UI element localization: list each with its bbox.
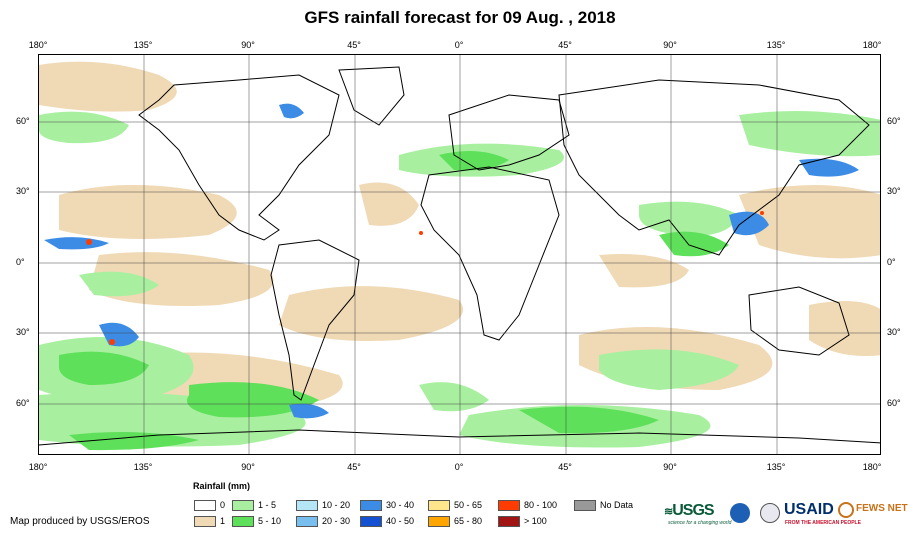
legend-swatch-12 [574, 500, 596, 511]
legend-swatch-6 [360, 500, 382, 511]
usgs-wave-icon: ≋ [664, 506, 673, 518]
usgs-logo: ≋USGS [664, 502, 715, 519]
lon-label-top: 135° [133, 40, 153, 50]
lon-label-bottom: 180° [862, 462, 882, 472]
map-canvas [39, 55, 880, 454]
lon-label-bottom: 0° [454, 462, 464, 472]
legend-label: 40 - 50 [386, 516, 415, 526]
lat-label-left: 30° [16, 327, 30, 337]
usaid-seal-icon [760, 503, 780, 523]
legend-label: 1 [220, 516, 226, 526]
lon-label-bottom: 180° [28, 462, 48, 472]
legend-label: No Data [600, 500, 634, 510]
lon-label-top: 45° [347, 40, 361, 50]
moderate-rain-areas [59, 151, 729, 451]
lon-label-top: 90° [241, 40, 255, 50]
fewsnet-globe-icon [838, 502, 854, 518]
lon-label-top: 90° [663, 40, 677, 50]
legend-label: > 100 [524, 516, 547, 526]
legend-label: 80 - 100 [524, 500, 558, 510]
lon-label-bottom: 135° [133, 462, 153, 472]
lon-label-bottom: 45° [558, 462, 572, 472]
lon-label-bottom: 135° [766, 462, 786, 472]
map-title: GFS rainfall forecast for 09 Aug. , 2018 [304, 8, 616, 27]
lon-label-top: 180° [28, 40, 48, 50]
legend-label: 5 - 10 [258, 516, 282, 526]
legend-swatch-9 [428, 516, 450, 527]
extreme-rain-areas [86, 211, 764, 345]
legend-label: 30 - 40 [386, 500, 415, 510]
lat-label-right: 60° [887, 116, 901, 126]
legend-swatch-10 [498, 500, 520, 511]
lon-label-bottom: 45° [347, 462, 361, 472]
legend-label: 50 - 65 [454, 500, 483, 510]
lat-label-left: 60° [16, 398, 30, 408]
lat-label-left: 0° [16, 257, 25, 267]
lon-label-bottom: 90° [241, 462, 255, 472]
legend-swatch-4 [296, 500, 318, 511]
legend-swatch-11 [498, 516, 520, 527]
lat-label-right: 30° [887, 327, 901, 337]
usaid-tagline: FROM THE AMERICAN PEOPLE [785, 520, 861, 526]
lat-label-left: 60° [16, 116, 30, 126]
heavy-rain-areas [44, 103, 859, 419]
legend-swatch-2 [232, 500, 254, 511]
lon-label-bottom: 90° [663, 462, 677, 472]
lon-label-top: 0° [454, 40, 464, 50]
legend-label: 0 [220, 500, 226, 510]
lat-label-left: 30° [16, 186, 30, 196]
credit-text: Map produced by USGS/EROS [10, 516, 150, 527]
legend-swatch-7 [360, 516, 382, 527]
lat-label-right: 30° [887, 186, 901, 196]
legend-swatch-5 [296, 516, 318, 527]
legend-swatch-8 [428, 500, 450, 511]
noaa-logo-icon [730, 503, 750, 523]
legend-swatch-3 [232, 516, 254, 527]
lon-label-top: 45° [558, 40, 572, 50]
legend-label: 10 - 20 [322, 500, 351, 510]
usaid-logo: USAID [784, 501, 834, 518]
continent-outlines [39, 66, 880, 446]
fewsnet-logo: FEWS NET [856, 503, 908, 514]
usgs-tagline: science for a changing world [668, 520, 732, 526]
legend-label: 1 - 5 [258, 500, 277, 510]
graticule [39, 55, 880, 454]
legend-swatch-1 [194, 516, 216, 527]
legend-label: 65 - 80 [454, 516, 483, 526]
lon-label-top: 180° [862, 40, 882, 50]
legend-title: Rainfall (mm) [193, 481, 251, 491]
legend-swatch-0 [194, 500, 216, 511]
lat-label-right: 0° [887, 257, 896, 267]
rainfall-map [38, 54, 881, 455]
legend-label: 20 - 30 [322, 516, 351, 526]
lon-label-top: 135° [766, 40, 786, 50]
lat-label-right: 60° [887, 398, 901, 408]
